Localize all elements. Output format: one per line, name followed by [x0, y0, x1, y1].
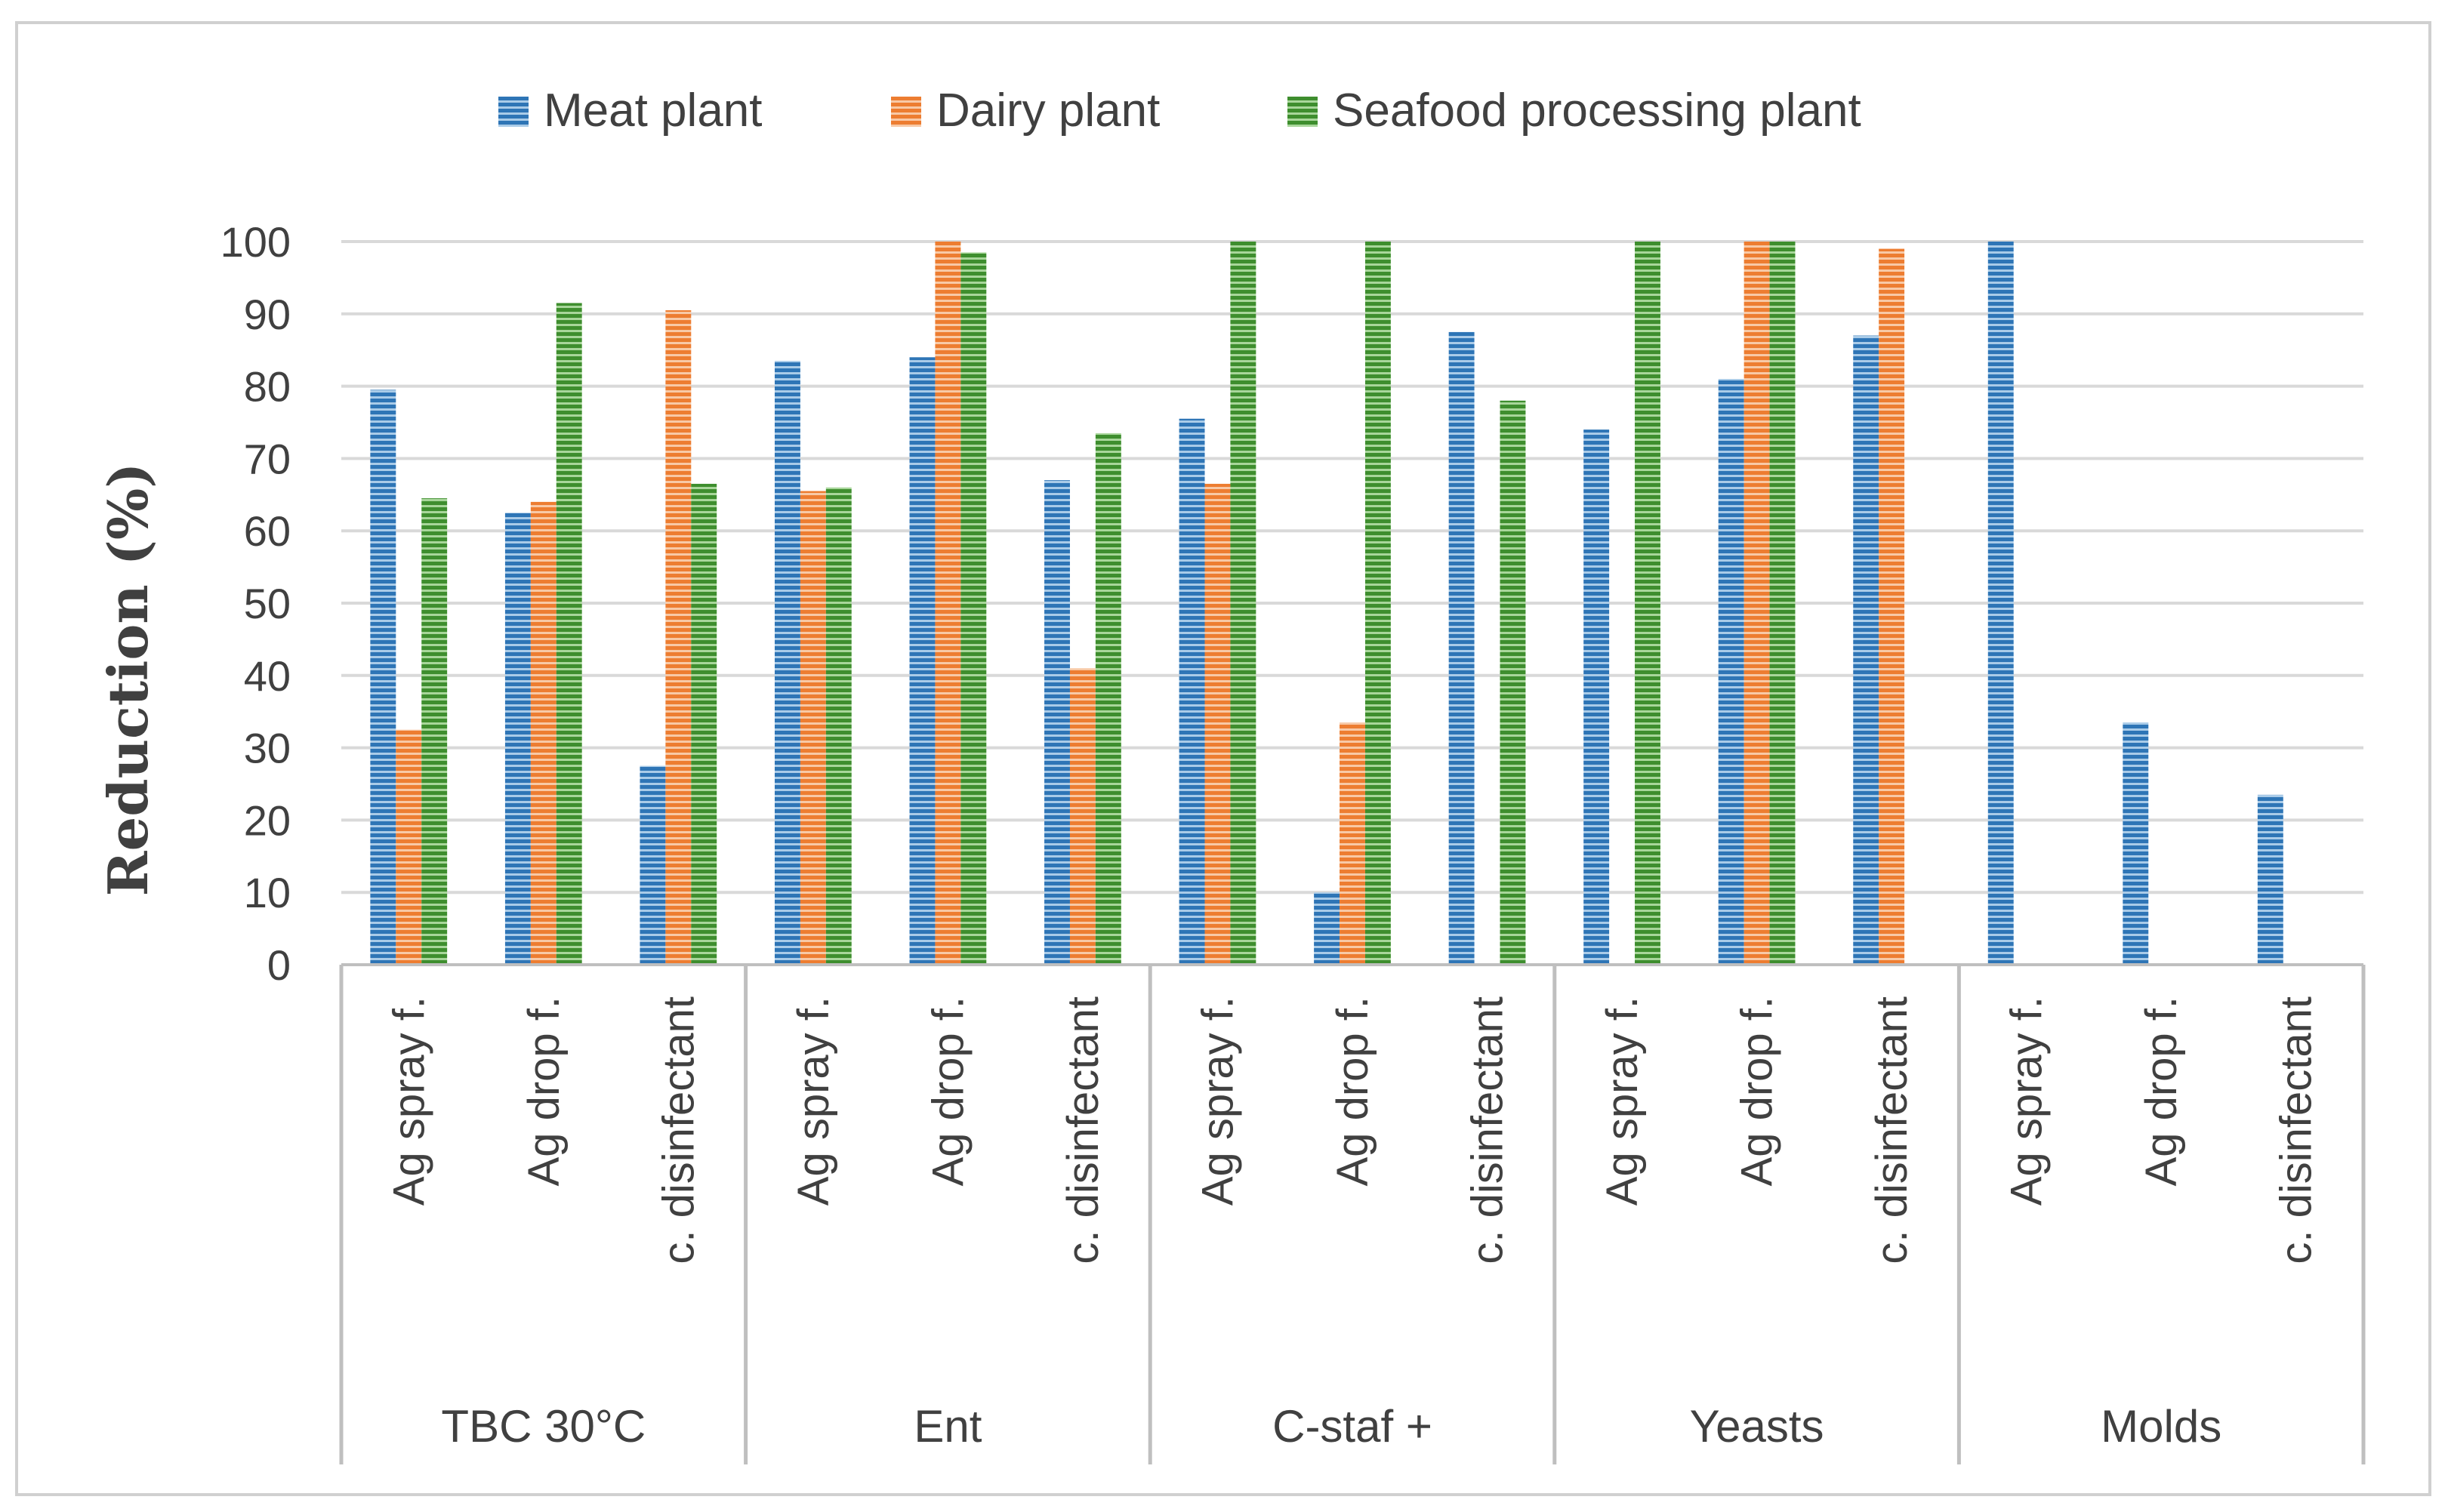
- x-group-label: C-staf +: [1272, 1401, 1432, 1452]
- y-tick-label: 30: [244, 725, 291, 772]
- bar-seafood-processing-plant: [1230, 242, 1256, 965]
- bar-meat-plant: [774, 361, 800, 965]
- x-category-label: c. disinfectant: [654, 996, 703, 1264]
- x-category-label: Ag drop f.: [1328, 996, 1377, 1186]
- x-category-label: Ag spray f.: [2002, 996, 2052, 1206]
- bar-seafood-processing-plant: [1769, 242, 1796, 965]
- x-group-label: Molds: [2101, 1401, 2221, 1452]
- bar-meat-plant: [1718, 379, 1744, 965]
- x-category-label: c. disinfectant: [2272, 996, 2321, 1264]
- y-tick-label: 0: [267, 941, 291, 989]
- bars: [370, 242, 2283, 965]
- bar-seafood-processing-plant: [1364, 242, 1391, 965]
- bar-dairy-plant: [396, 729, 422, 965]
- x-axis: Ag spray f. Ag drop f. c. disinfectant TBC …: [339, 963, 2366, 1464]
- x-category-label: Ag drop f.: [1733, 996, 1782, 1186]
- legend-label: Seafood processing plant: [1333, 85, 1861, 137]
- bar-dairy-plant: [1069, 668, 1096, 965]
- x-category-label: c. disinfectant: [1867, 996, 1916, 1264]
- y-tick-label: 60: [244, 507, 291, 555]
- bar-seafood-processing-plant: [1500, 400, 1526, 965]
- bar-meat-plant: [909, 357, 936, 965]
- bar-seafood-processing-plant: [1095, 433, 1121, 965]
- y-tick-label: 40: [244, 652, 291, 700]
- bar-meat-plant: [2123, 722, 2149, 965]
- y-tick-label: 10: [244, 869, 291, 916]
- y-tick-label: 100: [220, 218, 291, 266]
- bar-seafood-processing-plant: [421, 498, 448, 965]
- x-category-label: Ag drop f.: [520, 996, 569, 1186]
- y-tick-label: 20: [244, 796, 291, 844]
- bar-dairy-plant: [1204, 483, 1231, 965]
- x-category-label: c. disinfectant: [1463, 996, 1512, 1264]
- x-group-label: Yeasts: [1690, 1401, 1824, 1452]
- bar-meat-plant: [2257, 794, 2283, 965]
- bar-meat-plant: [370, 390, 396, 965]
- x-group-label: Ent: [914, 1401, 982, 1452]
- legend-swatch: [891, 97, 921, 127]
- bar-meat-plant: [1583, 430, 1610, 965]
- bar-dairy-plant: [1879, 248, 1905, 965]
- y-tick-label: 70: [244, 435, 291, 482]
- y-axis-label: Reduction (%): [96, 463, 160, 897]
- bar-seafood-processing-plant: [1635, 242, 1660, 965]
- legend-swatch: [1287, 97, 1318, 127]
- bar-meat-plant: [504, 513, 531, 965]
- legend-swatch: [498, 97, 529, 127]
- bar-meat-plant: [1179, 418, 1205, 965]
- y-tick-label: 90: [244, 291, 291, 338]
- x-category-label: Ag spray f.: [1598, 996, 1647, 1206]
- bar-seafood-processing-plant: [825, 487, 852, 965]
- bar-seafood-processing-plant: [691, 483, 717, 965]
- bar-meat-plant: [1044, 480, 1070, 965]
- bar-dairy-plant: [935, 242, 961, 965]
- x-category-label: Ag spray f.: [384, 996, 433, 1206]
- bar-meat-plant: [1853, 335, 1879, 965]
- x-category-label: Ag spray f.: [1193, 996, 1242, 1206]
- bar-dairy-plant: [665, 310, 692, 965]
- x-category-label: c. disinfectant: [1059, 996, 1108, 1264]
- bar-seafood-processing-plant: [556, 303, 582, 965]
- x-group-label: TBC 30°C: [441, 1401, 646, 1452]
- bar-dairy-plant: [1340, 722, 1365, 965]
- bar-dairy-plant: [530, 501, 557, 965]
- bar-meat-plant: [640, 765, 666, 965]
- legend: Meat plant Dairy plant Seafood processing …: [498, 85, 1861, 137]
- x-category-label: Ag drop f.: [2137, 996, 2186, 1186]
- x-category-label: Ag spray f.: [789, 996, 838, 1206]
- x-category-label: Ag drop f.: [923, 996, 973, 1186]
- bar-dairy-plant: [1744, 242, 1770, 965]
- bar-seafood-processing-plant: [960, 252, 987, 965]
- y-tick-label: 50: [244, 580, 291, 627]
- legend-label: Meat plant: [544, 85, 763, 137]
- bar-meat-plant: [1314, 892, 1340, 965]
- bar-dairy-plant: [800, 491, 826, 965]
- bar-meat-plant: [1987, 242, 2014, 965]
- y-tick-labels: 0 10 20 30 40 50 60 70 80 90 100: [220, 218, 291, 989]
- bar-meat-plant: [1448, 331, 1475, 965]
- legend-label: Dairy plant: [936, 85, 1160, 137]
- y-tick-label: 80: [244, 363, 291, 411]
